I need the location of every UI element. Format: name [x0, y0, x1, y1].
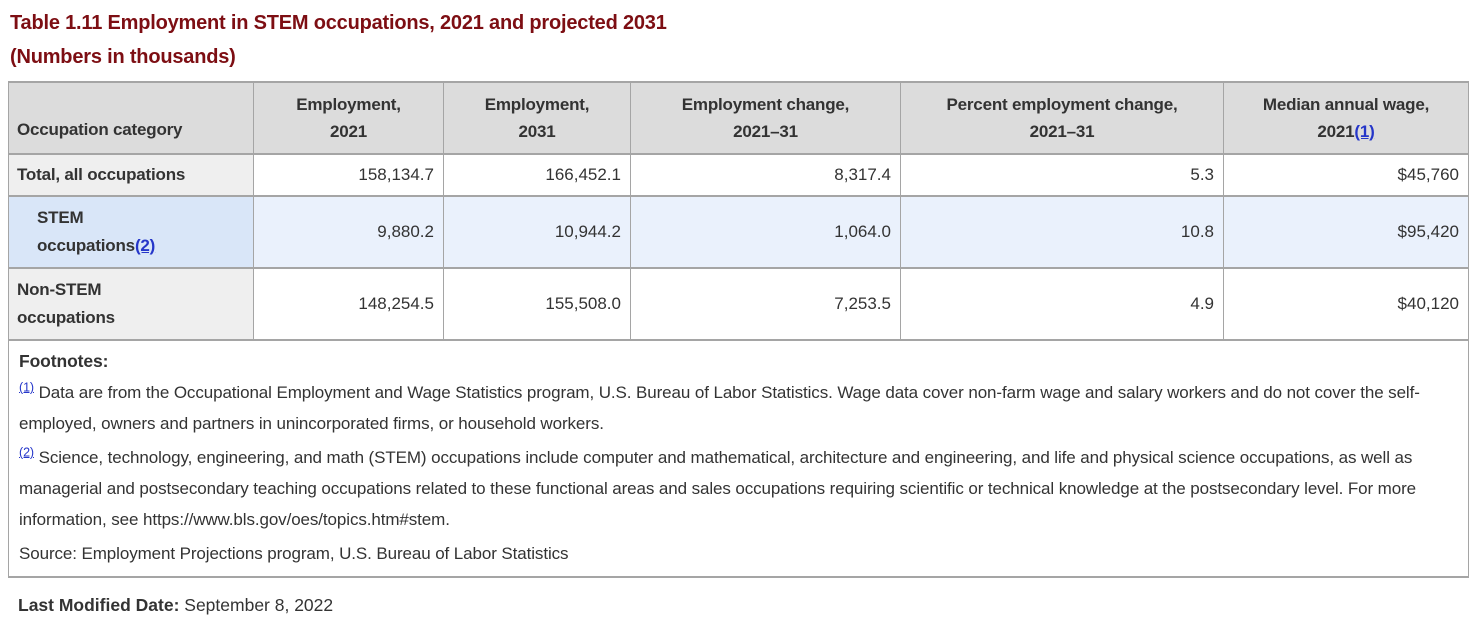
header-line: Employment, [296, 95, 401, 114]
table-row-total: Total, all occupations 158,134.7 166,452… [8, 153, 1469, 197]
employment-2031-cell: 166,452.1 [443, 153, 631, 197]
footnote-2: (2) Science, technology, engineering, an… [19, 442, 1458, 535]
table-subtitle: (Numbers in thousands) [10, 46, 236, 68]
footnotes-section: Footnotes: (1) Data are from the Occupat… [8, 339, 1469, 578]
col-header-employment-2031: Employment, 2031 [443, 81, 631, 155]
footnote-2-link[interactable]: (2) [134, 236, 156, 255]
header-line: Employment change, [681, 95, 850, 114]
header-line: Median annual wage, [1262, 95, 1430, 114]
header-line: Percent employment change, [946, 95, 1178, 114]
header-line: Employment, [484, 95, 590, 114]
percent-change-cell: 10.8 [900, 195, 1224, 269]
col-header-percent-employment-change: Percent employment change, 2021–31 [900, 81, 1224, 155]
median-wage-cell: $40,120 [1223, 267, 1469, 341]
category-label-line: Non-STEM [17, 280, 102, 299]
footnotes-heading: Footnotes: [19, 351, 109, 371]
category-label-line: STEM [37, 208, 84, 227]
col-header-median-annual-wage: Median annual wage, 2021(1) [1223, 81, 1469, 155]
category-label-line: occupations [37, 236, 135, 255]
employment-2021-cell: 9,880.2 [253, 195, 444, 269]
employment-change-cell: 1,064.0 [630, 195, 901, 269]
last-modified-line: Last Modified Date: September 8, 2022 [18, 595, 1468, 616]
last-modified-label: Last Modified Date: [18, 595, 180, 615]
last-modified-value: September 8, 2022 [184, 595, 334, 615]
header-line: 2021 [1317, 122, 1355, 141]
employment-2021-cell: 148,254.5 [253, 267, 444, 341]
source-line: Source: Employment Projections program, … [19, 544, 569, 563]
table-row-stem: STEM occupations(2) 9,880.2 10,944.2 1,0… [8, 195, 1469, 269]
category-cell: Non-STEM occupations [8, 267, 254, 341]
table-title: Table 1.11 Employment in STEM occupation… [10, 12, 667, 34]
footnote-1-text: Data are from the Occupational Employmen… [19, 383, 1420, 433]
footnotes-row: Footnotes: (1) Data are from the Occupat… [8, 339, 1469, 578]
footnote-1-link[interactable]: (1) [1354, 122, 1375, 141]
employment-change-cell: 8,317.4 [630, 153, 901, 197]
footnote-1: (1) Data are from the Occupational Emplo… [19, 377, 1458, 439]
category-cell: Total, all occupations [8, 153, 254, 197]
header-line: 2021 [329, 122, 368, 141]
employment-2031-cell: 155,508.0 [443, 267, 631, 341]
header-line: 2021–31 [733, 122, 798, 141]
col-header-employment-change: Employment change, 2021–31 [630, 81, 901, 155]
employment-change-cell: 7,253.5 [630, 267, 901, 341]
percent-change-cell: 5.3 [900, 153, 1224, 197]
col-header-employment-2021: Employment, 2021 [253, 81, 444, 155]
employment-2021-cell: 158,134.7 [253, 153, 444, 197]
footnote-1-anchor-link[interactable]: (1) [19, 380, 34, 395]
table-header-row: Occupation category Employment, 2021 Emp… [8, 81, 1469, 155]
category-cell: STEM occupations(2) [8, 195, 254, 269]
category-label-line: occupations [17, 308, 115, 327]
percent-change-cell: 4.9 [900, 267, 1224, 341]
median-wage-cell: $95,420 [1223, 195, 1469, 269]
header-line: 2021–31 [1029, 122, 1095, 141]
median-wage-cell: $45,760 [1223, 153, 1469, 197]
col-header-occupation-category: Occupation category [8, 81, 254, 155]
footnote-2-anchor-link[interactable]: (2) [19, 445, 34, 460]
employment-2031-cell: 10,944.2 [443, 195, 631, 269]
employment-table: Occupation category Employment, 2021 Emp… [8, 81, 1469, 578]
header-line: 2031 [518, 122, 556, 141]
table-row-non-stem: Non-STEM occupations 148,254.5 155,508.0… [8, 267, 1469, 341]
footnote-2-text: Science, technology, engineering, and ma… [19, 448, 1417, 529]
